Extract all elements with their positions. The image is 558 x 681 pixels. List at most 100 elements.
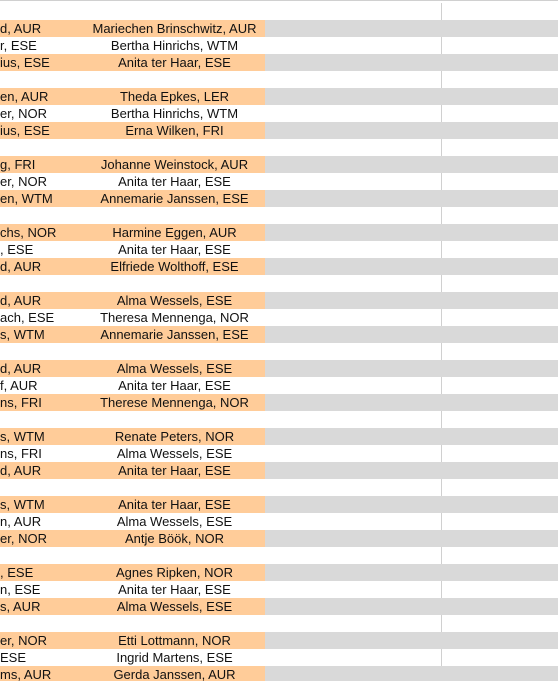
cell-name: Anita ter Haar, ESE <box>84 54 265 71</box>
row: s, WTM Anita ter Haar, ESE <box>0 496 558 513</box>
empty-cells <box>265 241 558 258</box>
cell-left: d, AUR <box>0 258 84 275</box>
empty-cells <box>265 547 558 564</box>
empty-cells <box>265 564 558 581</box>
cell-name: Anita ter Haar, ESE <box>118 378 231 393</box>
row: ns, FRI Therese Mennenga, NOR <box>0 394 558 411</box>
empty-cells <box>265 632 558 649</box>
cell-name: Renate Peters, NOR <box>84 428 265 445</box>
empty-cells <box>265 105 558 122</box>
row: n, AUR Alma Wessels, ESE <box>0 513 558 530</box>
row <box>0 3 558 20</box>
row <box>0 479 558 496</box>
cell-name: Ingrid Martens, ESE <box>116 650 233 665</box>
cell-name: Bertha Hinrichs, WTM <box>110 106 239 121</box>
row <box>0 615 558 632</box>
row: d, AUR Elfriede Wolthoff, ESE <box>0 258 558 275</box>
cell-name: Gerda Janssen, AUR <box>84 666 265 681</box>
empty-cells <box>265 479 558 496</box>
empty-cells <box>265 292 558 309</box>
cell-left: n, ESE <box>0 582 41 597</box>
empty-cells <box>265 88 558 105</box>
cell-name: Alma Wessels, ESE <box>116 514 233 529</box>
row: s, WTM Renate Peters, NOR <box>0 428 558 445</box>
cell-name: Therese Mennenga, NOR <box>84 394 265 411</box>
row <box>0 411 558 428</box>
cell-left: s, AUR <box>0 598 84 615</box>
empty-cells <box>265 326 558 343</box>
row: , ESE Agnes Ripken, NOR <box>0 564 558 581</box>
empty-cells <box>265 156 558 173</box>
cell-left: f, AUR <box>0 378 38 393</box>
cell-name: Alma Wessels, ESE <box>116 446 233 461</box>
cell-left: d, AUR <box>0 292 84 309</box>
cell-name: Anita ter Haar, ESE <box>118 174 231 189</box>
empty-cells <box>265 173 558 190</box>
cell-name: Annemarie Janssen, ESE <box>84 326 265 343</box>
cell-left: , ESE <box>0 242 34 257</box>
cell-name: Anita ter Haar, ESE <box>84 462 265 479</box>
cell-name: Anita ter Haar, ESE <box>118 242 231 257</box>
cell-name: Mariechen Brinschwitz, AUR <box>84 20 265 37</box>
empty-cells <box>265 615 558 632</box>
cell-left: s, WTM <box>0 428 84 445</box>
row: d, AUR Anita ter Haar, ESE <box>0 462 558 479</box>
empty-cells <box>265 54 558 71</box>
cell-left: g, FRI <box>0 156 84 173</box>
cell-name: Agnes Ripken, NOR <box>84 564 265 581</box>
cell-left: er, NOR <box>0 632 84 649</box>
cell-left: , ESE <box>0 564 84 581</box>
cell-name: Johanne Weinstock, AUR <box>84 156 265 173</box>
empty-cells <box>265 309 558 326</box>
cell-left: n, AUR <box>0 514 42 529</box>
cell-left: en, AUR <box>0 88 84 105</box>
row <box>0 343 558 360</box>
cell-name: Alma Wessels, ESE <box>84 360 265 377</box>
row <box>0 139 558 156</box>
row: en, WTM Annemarie Janssen, ESE <box>0 190 558 207</box>
row: ESE Ingrid Martens, ESE <box>0 649 558 666</box>
cell-left: chs, NOR <box>0 224 84 241</box>
row: n, ESE Anita ter Haar, ESE <box>0 581 558 598</box>
cell-left: ms, AUR <box>0 666 84 681</box>
cell-name: Bertha Hinrichs, WTM <box>110 38 239 53</box>
row <box>0 275 558 292</box>
cell-left: s, WTM <box>0 496 84 513</box>
empty-cells <box>265 71 558 88</box>
empty-cells <box>265 428 558 445</box>
empty-cells <box>265 37 558 54</box>
empty-cells <box>265 394 558 411</box>
row: d, AUR Alma Wessels, ESE <box>0 292 558 309</box>
cell-left: ius, ESE <box>0 122 84 139</box>
empty-cells <box>265 20 558 37</box>
empty-cells <box>265 377 558 394</box>
cell-name: Theda Epkes, LER <box>84 88 265 105</box>
cell-left: er, NOR <box>0 530 84 547</box>
empty-cells <box>265 666 558 681</box>
cell-name: Theresa Mennenga, NOR <box>100 310 249 325</box>
row: , ESE Anita ter Haar, ESE <box>0 241 558 258</box>
empty-cells <box>265 275 558 292</box>
empty-cells <box>265 343 558 360</box>
cell-left: d, AUR <box>0 20 84 37</box>
row: ns, FRI Alma Wessels, ESE <box>0 445 558 462</box>
row: r, ESE Bertha Hinrichs, WTM <box>0 37 558 54</box>
row: d, AUR Alma Wessels, ESE <box>0 360 558 377</box>
row: er, NOR Bertha Hinrichs, WTM <box>0 105 558 122</box>
row: ms, AUR Gerda Janssen, AUR <box>0 666 558 681</box>
empty-cells <box>265 224 558 241</box>
row: g, FRI Johanne Weinstock, AUR <box>0 156 558 173</box>
empty-cells <box>265 530 558 547</box>
cell-name: Erna Wilken, FRI <box>84 122 265 139</box>
row: s, AUR Alma Wessels, ESE <box>0 598 558 615</box>
cell-left: ns, FRI <box>0 394 84 411</box>
row <box>0 207 558 224</box>
empty-cells <box>265 496 558 513</box>
empty-cells <box>265 581 558 598</box>
row: er, NOR Anita ter Haar, ESE <box>0 173 558 190</box>
cell-name: Elfriede Wolthoff, ESE <box>84 258 265 275</box>
cell-name: Antje Böök, NOR <box>84 530 265 547</box>
empty-cells <box>265 360 558 377</box>
cell-left: s, WTM <box>0 326 84 343</box>
cell-left: en, WTM <box>0 190 84 207</box>
